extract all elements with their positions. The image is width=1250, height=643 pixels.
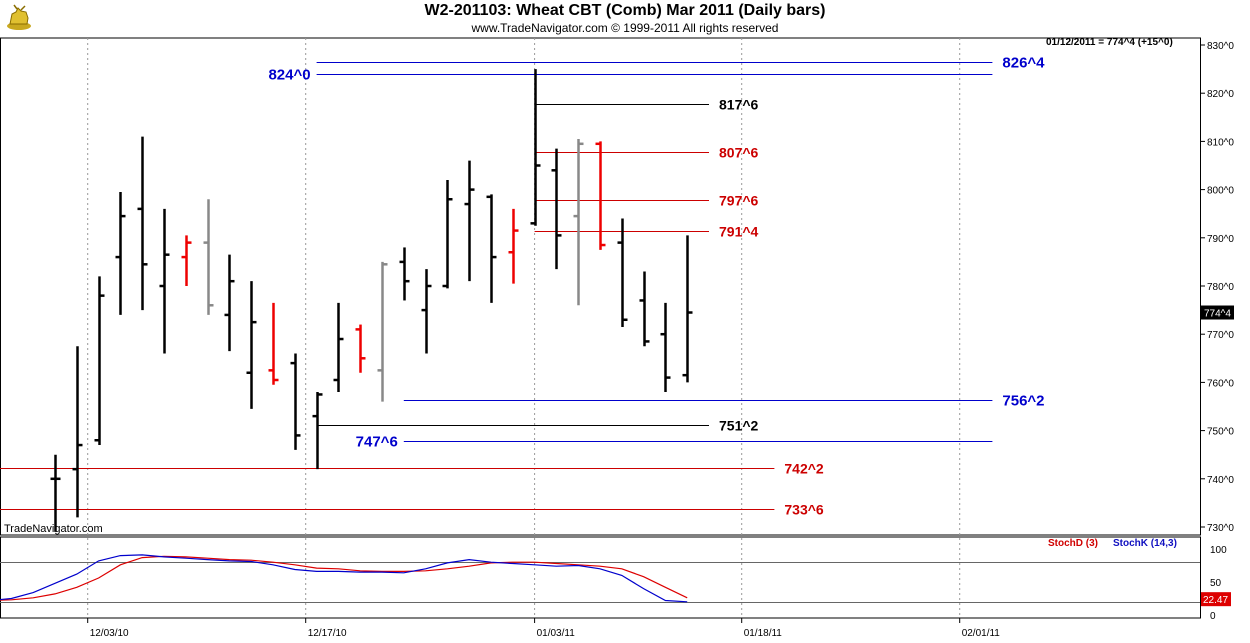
y-tick-label: 810^0 <box>1207 137 1234 148</box>
y-tick-label: 800^0 <box>1207 186 1234 197</box>
legend-stochk: StochK (14,3) <box>1113 538 1177 549</box>
y-tick-label: 750^0 <box>1207 427 1234 438</box>
y-tick-label: 770^0 <box>1207 330 1234 341</box>
level-label: 797^6 <box>719 193 759 209</box>
chart-subtitle: www.TradeNavigator.com © 1999-2011 All r… <box>471 21 779 35</box>
y-tick-label: 730^0 <box>1207 523 1234 534</box>
x-tick-label: 01/18/11 <box>744 628 783 639</box>
level-label: 824^0 <box>268 67 310 84</box>
gold-bull-logo <box>6 4 32 32</box>
y-tick-label: 830^0 <box>1207 41 1234 52</box>
level-label: 817^6 <box>719 97 759 113</box>
level-label: 742^2 <box>784 461 824 477</box>
stoch-y-label: 0 <box>1210 611 1216 622</box>
y-tick-label: 790^0 <box>1207 234 1234 245</box>
level-label: 751^2 <box>719 418 759 434</box>
chart-title: W2-201103: Wheat CBT (Comb) Mar 2011 (Da… <box>424 2 826 19</box>
level-label: 807^6 <box>719 145 759 161</box>
stoch-y-label: 50 <box>1210 578 1222 589</box>
price-readout: 01/12/2011 = 774^4 (+15^0) <box>1046 37 1173 48</box>
stoch-panel <box>0 536 1201 619</box>
legend-stochd: StochD (3) <box>1048 538 1098 549</box>
level-label: 791^4 <box>719 224 759 240</box>
stoch-y-label: 100 <box>1210 545 1227 556</box>
y-tick-label: 820^0 <box>1207 89 1234 100</box>
stoch-last-label: 22.47 <box>1203 595 1228 606</box>
stoch-last-box <box>1201 592 1231 607</box>
stochk-line <box>0 554 688 603</box>
brand-label: TradeNavigator.com <box>4 523 103 535</box>
level-label: 826^4 <box>1002 55 1045 72</box>
y-tick-label: 740^0 <box>1207 475 1234 486</box>
level-label: 747^6 <box>356 434 398 451</box>
x-tick-label: 12/17/10 <box>308 628 347 639</box>
level-label: 733^6 <box>784 502 824 518</box>
y-tick-label: 760^0 <box>1207 378 1234 389</box>
x-tick-label: 12/03/10 <box>90 628 129 639</box>
stochd-line <box>0 555 688 601</box>
x-tick-label: 02/01/11 <box>962 628 1001 639</box>
x-tick-label: 01/03/11 <box>537 628 576 639</box>
price-panel <box>0 37 1201 536</box>
level-label: 756^2 <box>1002 393 1044 410</box>
last-price-label: 774^4 <box>1204 309 1231 320</box>
last-price-box <box>1201 305 1234 320</box>
y-tick-label: 780^0 <box>1207 282 1234 293</box>
